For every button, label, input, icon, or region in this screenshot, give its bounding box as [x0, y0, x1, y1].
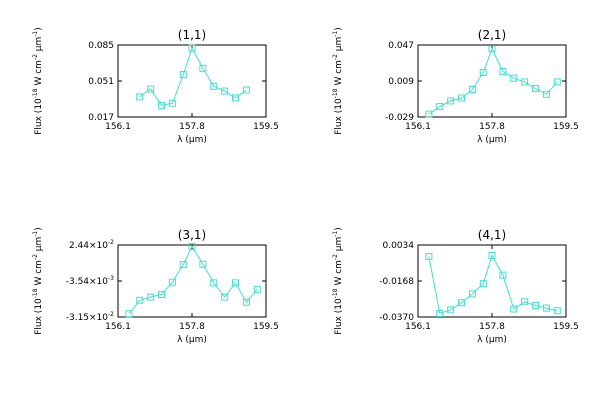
- data-point: [521, 298, 529, 306]
- y-tick-label: 0.017: [88, 113, 114, 123]
- data-point: [253, 285, 261, 293]
- data-point: [147, 293, 155, 301]
- data-point: [479, 68, 487, 76]
- y-tick-label: 2.44×10-2: [69, 239, 114, 251]
- data-point: [179, 71, 187, 79]
- data-point: [479, 280, 487, 288]
- subplot-title: (4,1): [478, 228, 506, 242]
- y-tick-label: 0.0034: [383, 241, 415, 251]
- data-point: [168, 278, 176, 286]
- subplot-2: (2,1) 156.1 157.8 159.5 0.047 0.009 -0.029 λ (μ…: [332, 27, 579, 145]
- data-point: [425, 110, 433, 118]
- data-point: [532, 85, 540, 93]
- data-point: [221, 293, 229, 301]
- y-axis-label: Flux (10-18 W cm-2 μm-1): [332, 27, 344, 135]
- y-tick-label: -3.15×10-2: [66, 311, 114, 323]
- x-tick-label: 159.5: [253, 122, 279, 132]
- data-point: [458, 94, 466, 102]
- x-axis-label: λ (μm): [177, 335, 207, 345]
- data-point: [242, 298, 250, 306]
- data-point: [468, 290, 476, 298]
- x-tick-label: 156.1: [105, 122, 131, 132]
- x-tick-label: 157.8: [179, 322, 205, 332]
- x-tick-label: 156.1: [405, 122, 431, 132]
- y-tick-label: -3.54×10-3: [66, 275, 114, 287]
- data-point: [136, 93, 144, 101]
- data-point: [553, 307, 561, 315]
- data-point: [136, 296, 144, 304]
- y-axis-label: Flux (10-18 W cm-2 μm-1): [332, 227, 344, 335]
- data-point: [499, 271, 507, 279]
- data-point: [210, 82, 218, 90]
- data-point: [488, 45, 496, 53]
- series-line: [128, 245, 258, 315]
- data-point: [436, 309, 444, 317]
- y-tick-label: -0.0370: [379, 313, 414, 323]
- data-point: [458, 299, 466, 307]
- data-point: [521, 78, 529, 86]
- series-line: [139, 46, 247, 106]
- data-point: [232, 94, 240, 102]
- subplot-3: (3,1) 156.1 157.8 159.5 2.44×10-2 -3.54×10-3 -…: [32, 227, 279, 345]
- x-axis-label: λ (μm): [177, 135, 207, 145]
- data-point: [188, 243, 196, 251]
- plot-frame: [117, 244, 267, 318]
- subplot-4: (4,1) 156.1 157.8 159.5 0.0034 -0.0168 -0.0370…: [332, 227, 579, 345]
- x-tick-label: 156.1: [105, 322, 131, 332]
- x-tick-label: 157.8: [179, 122, 205, 132]
- data-point: [199, 64, 207, 72]
- data-point: [188, 44, 196, 52]
- series-line: [428, 47, 558, 115]
- y-tick-label: 0.009: [388, 77, 414, 87]
- data-point: [179, 261, 187, 269]
- subplot-title: (1,1): [178, 28, 206, 42]
- data-point: [232, 279, 240, 287]
- y-tick-label: -0.029: [385, 113, 414, 123]
- data-point: [447, 306, 455, 314]
- y-tick-label: 0.085: [88, 41, 114, 51]
- subplot-title: (3,1): [178, 228, 206, 242]
- x-tick-label: 156.1: [405, 322, 431, 332]
- data-point: [468, 86, 476, 94]
- plot-frame: [117, 44, 267, 118]
- data-point: [221, 87, 229, 95]
- data-point: [499, 68, 507, 76]
- data-point: [553, 78, 561, 86]
- data-point: [199, 260, 207, 268]
- data-point: [532, 301, 540, 309]
- data-point: [158, 101, 166, 109]
- data-point: [510, 305, 518, 313]
- x-axis-label: λ (μm): [477, 135, 507, 145]
- data-point: [436, 103, 444, 111]
- data-point: [125, 310, 133, 318]
- data-point: [510, 74, 518, 82]
- y-tick-label: -0.0168: [379, 277, 414, 287]
- data-point: [542, 90, 550, 98]
- x-tick-label: 159.5: [253, 322, 279, 332]
- data-point: [488, 252, 496, 260]
- y-tick-label: 0.047: [388, 41, 414, 51]
- subplot-1: (1,1) 156.1 157.8 159.5 0.085 0.051 0.017 λ (μm…: [32, 27, 279, 145]
- data-point: [168, 99, 176, 107]
- x-axis-label: λ (μm): [477, 335, 507, 345]
- data-point: [542, 304, 550, 312]
- x-tick-label: 159.5: [553, 322, 579, 332]
- x-tick-label: 157.8: [479, 322, 505, 332]
- x-tick-label: 157.8: [479, 122, 505, 132]
- data-point: [158, 290, 166, 298]
- y-axis-label: Flux (10-18 W cm-2 μm-1): [32, 27, 44, 135]
- data-point: [447, 97, 455, 105]
- series-line: [428, 254, 558, 315]
- data-point: [210, 279, 218, 287]
- data-point: [147, 85, 155, 93]
- data-point: [425, 252, 433, 260]
- y-axis-label: Flux (10-18 W cm-2 μm-1): [32, 227, 44, 335]
- data-point: [242, 86, 250, 94]
- y-tick-label: 0.051: [88, 77, 114, 87]
- subplot-title: (2,1): [478, 28, 506, 42]
- x-tick-label: 159.5: [553, 122, 579, 132]
